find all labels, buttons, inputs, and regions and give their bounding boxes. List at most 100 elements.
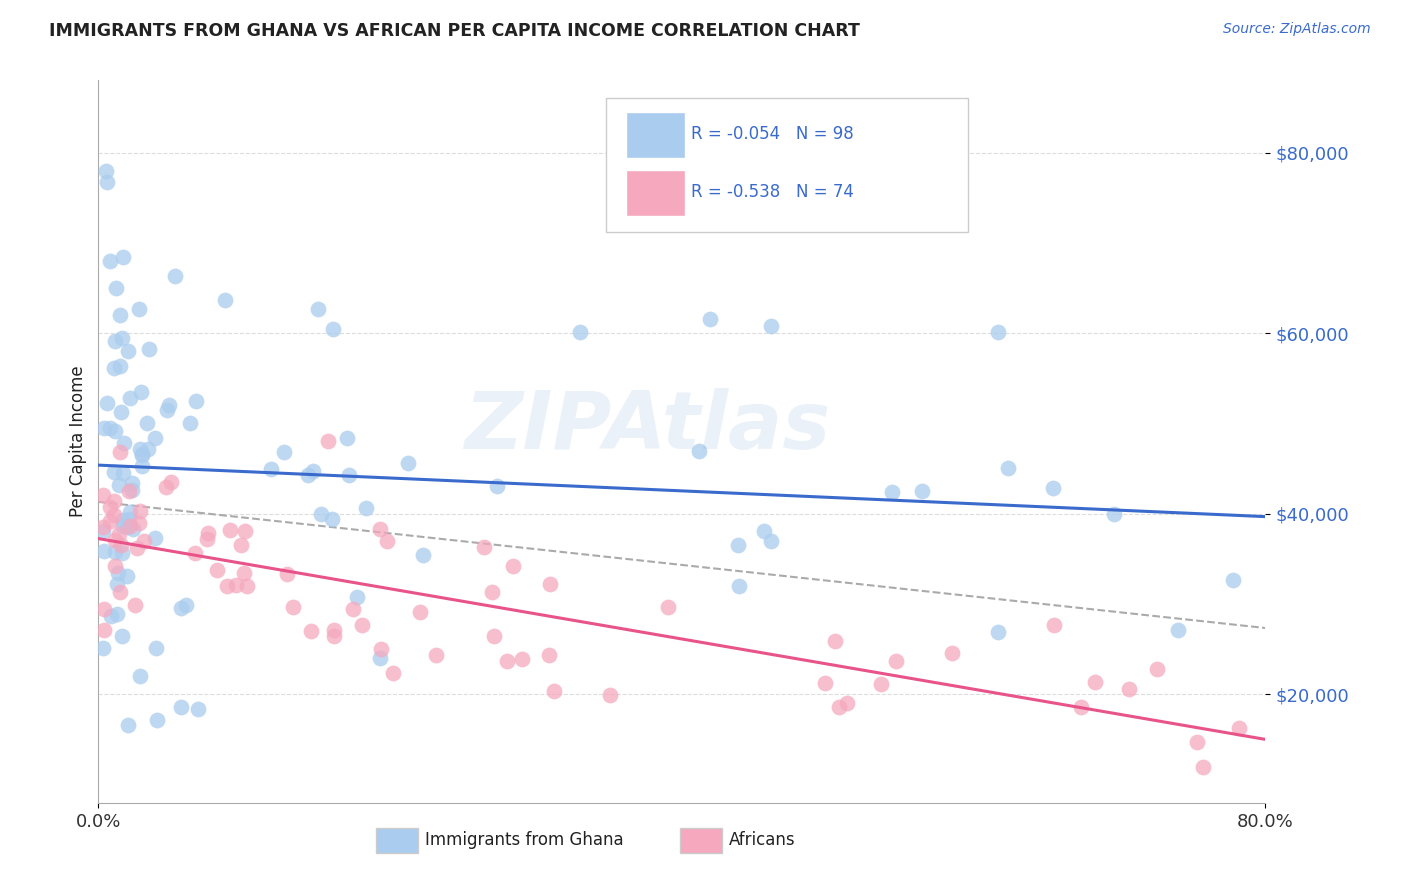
Point [155, 402, 177, 417]
Text: ZIPAtlas: ZIPAtlas [464, 388, 830, 467]
Point [103, 508, 125, 522]
Point [98, 421, 121, 435]
Point [309, 507, 332, 521]
Point [121, 483, 143, 498]
Point [112, 435, 135, 450]
Point [111, 512, 134, 526]
Text: R = -0.538   N = 74: R = -0.538 N = 74 [692, 183, 853, 202]
Point [117, 718, 139, 732]
Point [225, 578, 247, 592]
Point [159, 475, 181, 489]
Point [129, 385, 152, 400]
Point [93, 544, 115, 558]
Point [186, 393, 208, 408]
Point [100, 515, 122, 529]
Point [138, 442, 160, 456]
Point [104, 545, 127, 559]
Text: IMMIGRANTS FROM GHANA VS AFRICAN PER CAPITA INCOME CORRELATION CHART: IMMIGRANTS FROM GHANA VS AFRICAN PER CAP… [49, 22, 860, 40]
Point [568, 325, 591, 339]
Point [104, 334, 127, 348]
Point [170, 601, 193, 615]
Point [727, 537, 749, 551]
Point [103, 465, 125, 479]
Point [104, 425, 127, 439]
Point [485, 478, 508, 492]
Point [884, 654, 907, 668]
Point [824, 634, 846, 648]
Point [229, 539, 252, 553]
Point [1070, 700, 1092, 714]
Point [131, 447, 153, 461]
FancyBboxPatch shape [626, 169, 685, 216]
Point [103, 558, 125, 573]
Point [688, 443, 710, 458]
Point [381, 666, 404, 681]
Point [752, 524, 775, 539]
Y-axis label: Per Capita Income: Per Capita Income [69, 366, 87, 517]
Point [987, 325, 1010, 339]
Point [176, 599, 198, 613]
Point [283, 600, 305, 615]
Point [112, 519, 135, 533]
Point [759, 319, 782, 334]
Point [323, 629, 346, 643]
Point [93, 421, 115, 435]
Point [336, 431, 359, 445]
Point [124, 598, 146, 612]
Point [1084, 675, 1107, 690]
Point [110, 405, 132, 419]
Point [143, 531, 166, 545]
Point [342, 602, 364, 616]
Point [107, 566, 129, 581]
Point [197, 526, 219, 541]
Point [368, 522, 391, 536]
Point [472, 540, 495, 554]
Point [828, 699, 851, 714]
Point [131, 459, 153, 474]
Point [118, 483, 141, 498]
Point [1118, 682, 1140, 697]
Point [1146, 662, 1168, 676]
Point [135, 416, 157, 430]
Point [112, 250, 135, 264]
Point [510, 652, 533, 666]
Point [1222, 573, 1244, 587]
Point [599, 689, 621, 703]
Point [98, 253, 121, 268]
Point [129, 504, 152, 518]
Point [117, 344, 139, 359]
Point [143, 431, 166, 445]
Point [96, 396, 118, 410]
Point [93, 602, 115, 616]
Point [111, 466, 134, 480]
Point [108, 585, 131, 599]
Point [997, 460, 1019, 475]
Point [110, 445, 132, 459]
Point [370, 650, 392, 665]
Point [911, 483, 934, 498]
Point [118, 512, 141, 526]
Point [105, 576, 128, 591]
Point [111, 331, 134, 345]
Point [1102, 508, 1125, 522]
Text: R = -0.054   N = 98: R = -0.054 N = 98 [692, 126, 853, 144]
Point [297, 467, 319, 482]
Point [538, 577, 561, 591]
Point [111, 629, 134, 643]
Point [496, 654, 519, 668]
Point [93, 623, 115, 637]
Point [482, 629, 505, 643]
Text: Immigrants from Ghana: Immigrants from Ghana [425, 831, 624, 849]
FancyBboxPatch shape [606, 98, 967, 232]
Point [105, 607, 128, 622]
Point [104, 281, 127, 295]
Point [103, 361, 125, 376]
Point [537, 648, 560, 662]
Point [108, 359, 131, 373]
Point [346, 590, 368, 604]
Point [814, 675, 837, 690]
Point [183, 546, 205, 560]
Point [321, 512, 343, 526]
Point [215, 579, 238, 593]
Point [870, 677, 893, 691]
